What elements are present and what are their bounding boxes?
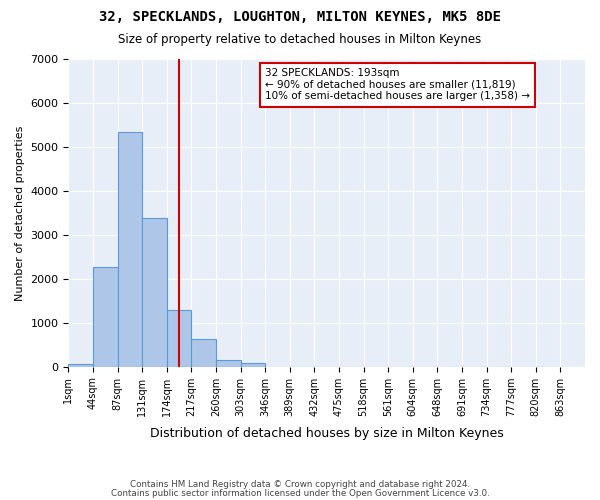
Text: 32 SPECKLANDS: 193sqm
← 90% of detached houses are smaller (11,819)
10% of semi-: 32 SPECKLANDS: 193sqm ← 90% of detached … [265,68,530,102]
X-axis label: Distribution of detached houses by size in Milton Keynes: Distribution of detached houses by size … [150,427,503,440]
Bar [241,363,265,366]
Text: Contains HM Land Registry data © Crown copyright and database right 2024.: Contains HM Land Registry data © Crown c… [130,480,470,489]
Bar [93,267,118,366]
Text: Size of property relative to detached houses in Milton Keynes: Size of property relative to detached ho… [118,32,482,46]
Bar [216,360,241,366]
Bar [142,218,167,366]
Bar [167,310,191,366]
Bar [118,132,142,366]
Text: 32, SPECKLANDS, LOUGHTON, MILTON KEYNES, MK5 8DE: 32, SPECKLANDS, LOUGHTON, MILTON KEYNES,… [99,10,501,24]
Y-axis label: Number of detached properties: Number of detached properties [15,125,25,300]
Bar [191,340,216,366]
Bar [68,364,93,366]
Text: Contains public sector information licensed under the Open Government Licence v3: Contains public sector information licen… [110,488,490,498]
